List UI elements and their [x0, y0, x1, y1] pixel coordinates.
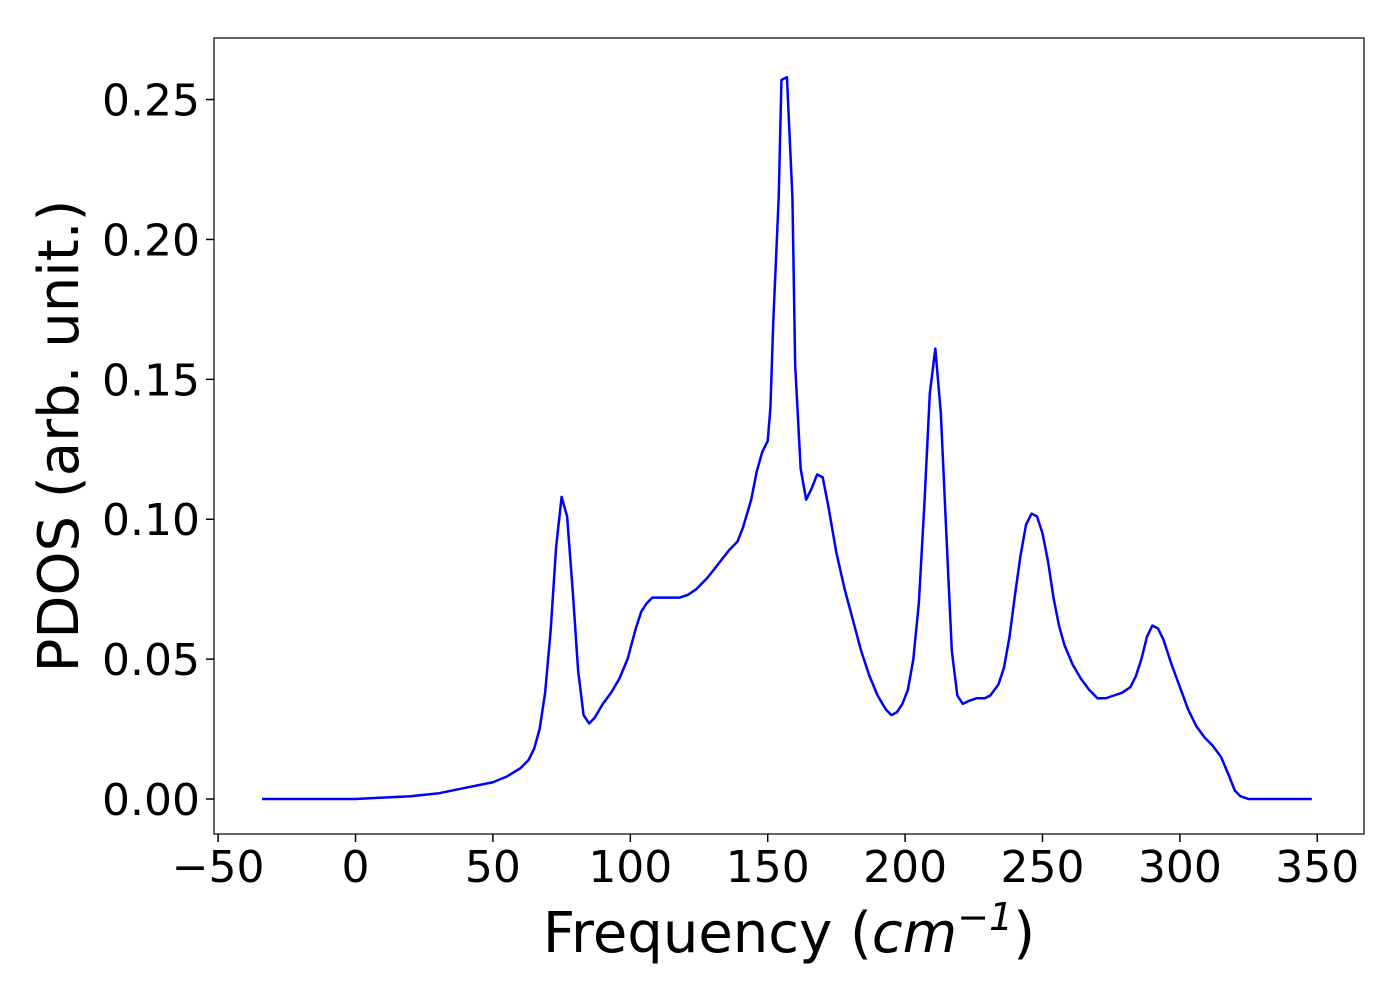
x-tick-label: 150 [726, 842, 810, 893]
x-tick-label: 0 [342, 842, 370, 893]
y-tick-label: 0.20 [102, 215, 200, 266]
x-tick-label: 250 [1001, 842, 1085, 893]
x-label-text: ) [1013, 901, 1035, 966]
y-tick-label: 0.25 [102, 76, 200, 127]
y-tick-label: 0.05 [102, 635, 200, 686]
x-tick-label: 200 [863, 842, 947, 893]
x-axis-label: Frequency (cm−1) [543, 895, 1035, 966]
x-tick-label: −50 [172, 842, 265, 893]
y-tick-label: 0.00 [102, 775, 200, 826]
x-label-unit: cm [872, 901, 957, 966]
x-tick-label: 50 [465, 842, 521, 893]
plot-frame [213, 37, 1365, 835]
y-tick-label: 0.15 [102, 355, 200, 406]
y-axis-label: PDOS (arb. unit.) [27, 200, 92, 673]
x-tick-label: 300 [1138, 842, 1222, 893]
data-line [262, 75, 1312, 801]
x-tick-label: 350 [1275, 842, 1359, 893]
y-tick-label: 0.10 [102, 495, 200, 546]
x-label-text: Frequency ( [543, 901, 872, 966]
x-label-exponent: −1 [957, 895, 1013, 939]
x-tick-label: 100 [588, 842, 672, 893]
